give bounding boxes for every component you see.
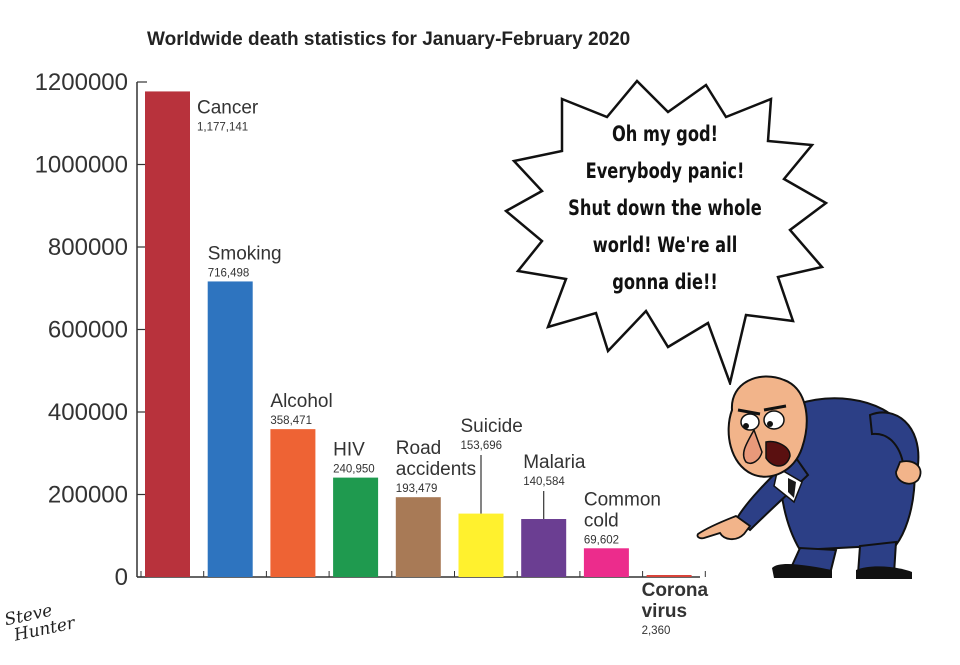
- value-label: 140,584: [523, 476, 565, 488]
- category-label: cold: [584, 510, 619, 531]
- category-label: Alcohol: [270, 391, 332, 412]
- bar-smoking: [207, 281, 253, 577]
- speech-line: Oh my god!: [611, 122, 719, 146]
- category-label: accidents: [396, 459, 476, 480]
- y-tick-label: 1200000: [35, 69, 128, 96]
- category-label: Corona: [642, 580, 709, 601]
- bar-common-cold: [583, 548, 629, 577]
- bar-cancer: [145, 91, 190, 578]
- bar-road-accidents: [395, 497, 441, 577]
- y-tick-label: 0: [115, 564, 128, 591]
- chart-labels: Cancer 1,177,141 Smoking 716,498 Alcohol 358,…: [197, 97, 709, 637]
- value-label: 240,950: [333, 464, 375, 476]
- category-label: virus: [642, 601, 687, 622]
- category-label: Smoking: [208, 243, 282, 264]
- bar-corona-virus: [646, 575, 692, 577]
- value-label: 69,602: [584, 534, 619, 546]
- speech-burst-icon: [503, 79, 829, 385]
- category-label: Malaria: [523, 452, 586, 473]
- value-label: 716,498: [208, 267, 250, 279]
- category-label: Common: [584, 489, 661, 510]
- bar-hiv: [333, 477, 379, 577]
- chart-bars: [145, 91, 692, 578]
- y-tick-label: 400000: [48, 399, 128, 426]
- y-tick-label: 200000: [48, 482, 128, 509]
- value-label: 358,471: [270, 415, 312, 427]
- speech-line: gonna die!!: [612, 270, 718, 294]
- value-label: 2,360: [642, 625, 671, 637]
- category-label: Cancer: [197, 97, 259, 118]
- speech-bubble-text: Oh my god! Everybody panic! Shut down th…: [558, 116, 773, 301]
- chart-title: Worldwide death statistics for January-F…: [147, 29, 631, 50]
- speech-line: Shut down the whole: [568, 196, 762, 220]
- category-label: HIV: [333, 440, 365, 461]
- category-label: Suicide: [461, 416, 523, 437]
- value-label: 153,696: [461, 440, 503, 452]
- bar-malaria: [521, 519, 567, 577]
- bar-alcohol: [270, 429, 316, 577]
- speech-line: Everybody panic!: [585, 159, 745, 183]
- y-tick-label: 1000000: [35, 152, 128, 179]
- value-label: 193,479: [396, 483, 438, 495]
- speech-line: world! We're all: [592, 233, 738, 257]
- value-label: 1,177,141: [197, 121, 248, 133]
- category-label: Road: [396, 438, 441, 459]
- y-tick-label: 600000: [48, 317, 128, 344]
- panicking-man-illustration: [696, 375, 922, 579]
- y-tick-label: 800000: [48, 234, 128, 261]
- bar-suicide: [458, 513, 504, 577]
- chart-axes: 0 200000 400000 600000 800000 1000000 1200000: [35, 69, 706, 591]
